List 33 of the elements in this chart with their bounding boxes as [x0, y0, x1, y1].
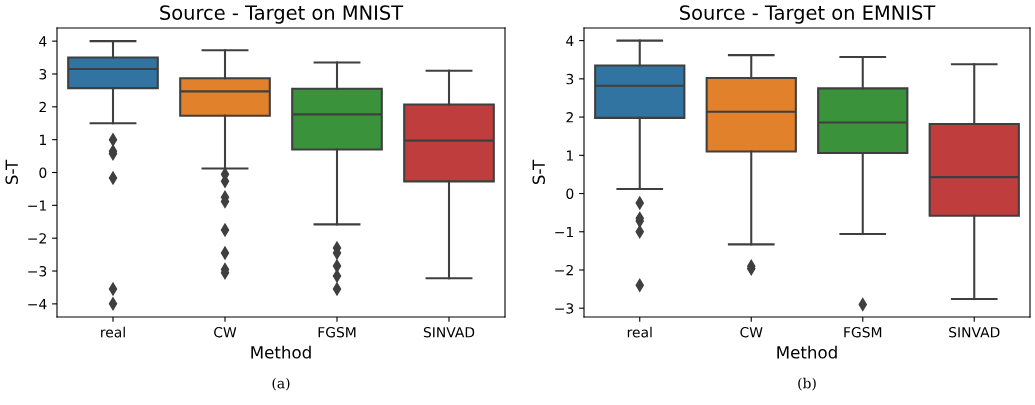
x-tick-label: CW	[740, 326, 763, 338]
x-axis-title: Method	[251, 345, 311, 359]
x-tick-label: FGSM	[844, 326, 882, 338]
x-tick-label: real	[627, 326, 652, 338]
text: (b)	[798, 377, 816, 391]
y-tick-label: 1	[39, 134, 46, 145]
x-tick-label: CW	[214, 326, 237, 338]
y-tick-label: −2	[555, 264, 573, 276]
text: (a)	[272, 377, 290, 391]
y-tick-label: 3	[39, 68, 47, 80]
y-tick-label: 2	[39, 101, 46, 113]
y-tick-label: 2	[566, 112, 573, 123]
y-tick-label: −1	[555, 226, 573, 238]
x-tick-label: real	[101, 326, 125, 338]
chart-title: Source - Target on EMNIST	[680, 5, 936, 24]
y-tick-label: −3	[555, 303, 574, 314]
x-tick-label: SINVAD	[949, 326, 1000, 338]
x-axis-title: Method	[777, 345, 837, 359]
y-tick-label: −3	[28, 265, 47, 277]
y-axis-title: S-T	[532, 159, 546, 185]
x-tick-label: FGSM	[318, 326, 356, 338]
y-tick-label: 3	[566, 73, 574, 85]
x-tick-label: SINVAD	[423, 326, 475, 338]
y-axis-title: S-T	[5, 159, 19, 185]
y-tick-label: 0	[39, 167, 47, 178]
y-tick-label: −1	[28, 200, 46, 211]
chart-title: Source - Target on MNIST	[160, 5, 404, 24]
y-tick-label: 4	[566, 35, 574, 46]
y-tick-label: 0	[566, 188, 574, 199]
y-tick-label: 1	[566, 150, 573, 161]
y-tick-label: 4	[39, 36, 47, 47]
y-tick-label: −4	[28, 299, 47, 310]
y-tick-label: −2	[28, 233, 46, 244]
